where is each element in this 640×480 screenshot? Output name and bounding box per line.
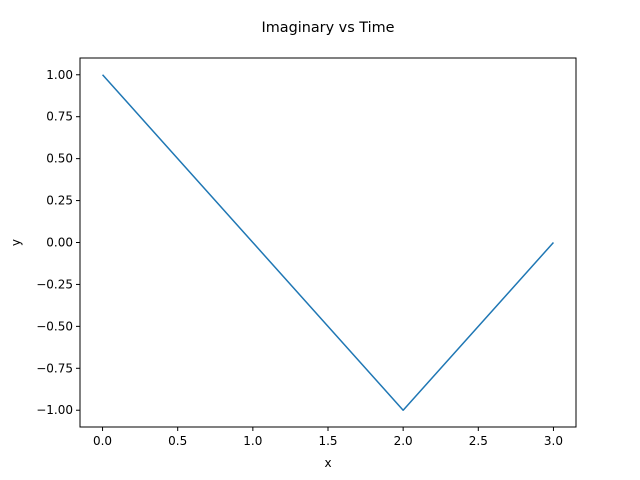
y-axis-label: y (9, 239, 23, 246)
series-layer (101, 74, 555, 411)
y-tick-label: −0.50 (36, 319, 73, 333)
y-tick-label: 0.00 (46, 236, 73, 250)
x-tick-label: 3.0 (544, 434, 563, 448)
x-axis-label: x (324, 456, 331, 470)
x-axis-ticks: 0.0 0.5 1.0 1.5 2.0 2.5 3.0 (93, 427, 563, 448)
y-axis-ticks: 1.00 0.75 0.50 0.25 0.00 −0.25 −0.50 −0.75 −1.00 (36, 68, 80, 417)
y-tick-label: −0.25 (36, 277, 73, 291)
y-tick-label: −1.00 (36, 403, 73, 417)
x-tick-label: 0.0 (93, 434, 112, 448)
series-line (101, 74, 555, 411)
y-tick-label: 0.25 (46, 194, 73, 208)
y-tick-label: 0.50 (46, 152, 73, 166)
x-tick-label: 1.5 (318, 434, 337, 448)
x-tick-label: 2.5 (469, 434, 488, 448)
axes-frame (79, 57, 577, 428)
x-tick-label: 0.5 (168, 434, 187, 448)
x-tick-label: 1.0 (243, 434, 262, 448)
y-tick-label: −0.75 (36, 361, 73, 375)
x-tick-label: 2.0 (394, 434, 413, 448)
y-tick-label: 1.00 (46, 68, 73, 82)
y-tick-label: 0.75 (46, 110, 73, 124)
chart-title: Imaginary vs Time (262, 20, 395, 36)
